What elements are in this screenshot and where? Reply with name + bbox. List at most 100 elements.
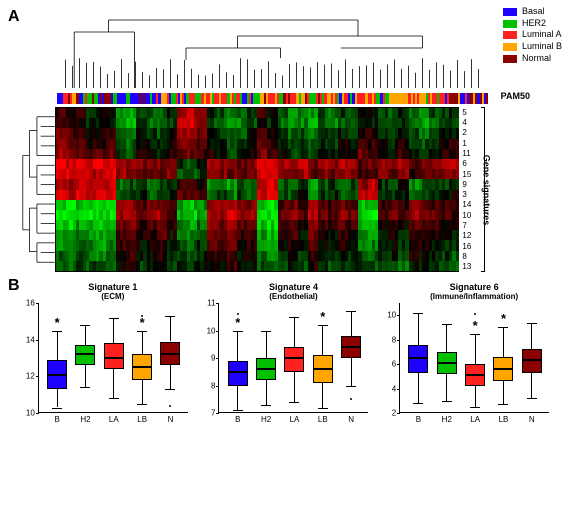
heatmap-row (56, 240, 459, 250)
significance-star: * (140, 315, 145, 330)
pam50-cell (486, 93, 488, 104)
heatmap-row-labels: Gene signatures 54211161593141071216813 (459, 107, 497, 272)
subtype-legend: BasalHER2Luminal ALuminal BNormal (503, 6, 562, 64)
legend-label: Basal (522, 6, 545, 18)
legend-label: Normal (522, 53, 551, 65)
significance-star: * (55, 315, 60, 330)
boxplot: Signature 4(Endothelial) 7891011*BH2LA*LB… (218, 282, 368, 413)
legend-item: Normal (503, 53, 562, 65)
boxplot-title: Signature 1(ECM) (38, 282, 188, 301)
y-tick-label: 4 (392, 384, 396, 393)
x-tick-label: N (529, 415, 535, 424)
pam50-label: PAM50 (501, 91, 530, 101)
boxplot: Signature 6(Immune/Inflammation) 246810BH… (399, 282, 549, 413)
legend-swatch (503, 8, 517, 16)
y-tick-label: 2 (392, 409, 396, 418)
significance-star: * (501, 311, 506, 326)
row-label: 2 (459, 128, 497, 138)
y-tick-label: 9 (211, 354, 215, 363)
column-dendrogram (57, 8, 487, 88)
panel-b-label: B (8, 277, 20, 295)
boxplot: Signature 1(ECM) 10121416*BH2LA*LBN (38, 282, 188, 413)
row-label: 12 (459, 231, 497, 241)
row-label: 16 (459, 241, 497, 251)
x-tick-label: H2 (442, 415, 452, 424)
x-tick-label: B (416, 415, 421, 424)
row-label: 15 (459, 169, 497, 179)
legend-item: Luminal B (503, 41, 562, 53)
x-tick-label: LB (137, 415, 147, 424)
row-label: 14 (459, 200, 497, 210)
heatmap-row (56, 139, 459, 149)
boxplot-title: Signature 4(Endothelial) (218, 282, 368, 301)
heatmap-row (56, 179, 459, 189)
row-dendrogram (20, 107, 55, 272)
heatmap-row (56, 200, 459, 210)
heatmap-row (56, 159, 459, 169)
legend-swatch (503, 31, 517, 39)
row-label: 3 (459, 190, 497, 200)
y-tick-label: 6 (392, 360, 396, 369)
x-tick-label: LA (470, 415, 480, 424)
legend-label: HER2 (522, 18, 546, 30)
legend-item: HER2 (503, 18, 562, 30)
row-label: 6 (459, 159, 497, 169)
row-label: 4 (459, 117, 497, 127)
heatmap-row (56, 220, 459, 230)
y-tick-label: 7 (211, 409, 215, 418)
boxplot-chart: 7891011*BH2LA*LBN (218, 303, 368, 413)
row-label: 10 (459, 210, 497, 220)
pam50-color-bar: PAM50 (57, 93, 487, 104)
heatmap-row (56, 118, 459, 128)
heatmap (55, 107, 460, 272)
y-tick-label: 10 (26, 409, 35, 418)
y-tick-label: 10 (207, 326, 216, 335)
legend-swatch (503, 43, 517, 51)
y-tick-label: 8 (392, 335, 396, 344)
legend-swatch (503, 20, 517, 28)
x-tick-label: H2 (80, 415, 90, 424)
heatmap-row (56, 230, 459, 240)
legend-label: Luminal A (522, 29, 562, 41)
x-tick-label: LB (318, 415, 328, 424)
row-label: 8 (459, 251, 497, 261)
y-tick-label: 8 (211, 381, 215, 390)
box (284, 347, 304, 372)
legend-item: Basal (503, 6, 562, 18)
panel-a-label: A (8, 8, 20, 26)
boxplot-chart: 10121416*BH2LA*LBN (38, 303, 188, 413)
row-label: 7 (459, 220, 497, 230)
panel-a: A BasalHER2Luminal ALuminal BNormal PAM5… (0, 0, 567, 277)
y-tick-label: 14 (26, 335, 35, 344)
x-tick-label: N (348, 415, 354, 424)
gene-signatures-label: Gene signatures (482, 154, 492, 225)
x-tick-label: H2 (261, 415, 271, 424)
x-tick-label: LA (290, 415, 300, 424)
panel-b: B Signature 1(ECM)10121416*BH2LA*LBNSign… (0, 277, 567, 423)
x-tick-label: B (54, 415, 59, 424)
boxplot-chart: 246810BH2*LA*LBN (399, 303, 549, 413)
row-label: 1 (459, 138, 497, 148)
boxplots-container: Signature 1(ECM)10121416*BH2LA*LBNSignat… (30, 282, 557, 413)
heatmap-row (56, 210, 459, 220)
x-tick-label: B (235, 415, 240, 424)
heatmap-wrapper: Gene signatures 54211161593141071216813 (20, 107, 497, 272)
significance-star: * (473, 318, 478, 333)
x-tick-label: LB (499, 415, 509, 424)
boxplot-title: Signature 6(Immune/Inflammation) (399, 282, 549, 301)
y-tick-label: 16 (26, 299, 35, 308)
legend-label: Luminal B (522, 41, 562, 53)
heatmap-row (56, 261, 459, 271)
y-tick-label: 10 (387, 311, 396, 320)
row-label: 13 (459, 262, 497, 272)
heatmap-row (56, 149, 459, 159)
box (228, 361, 248, 386)
significance-star: * (320, 309, 325, 324)
legend-item: Luminal A (503, 29, 562, 41)
x-tick-label: LA (109, 415, 119, 424)
significance-star: * (235, 315, 240, 330)
heatmap-row (56, 251, 459, 261)
heatmap-row (56, 128, 459, 138)
row-label: 5 (459, 107, 497, 117)
y-tick-label: 12 (26, 372, 35, 381)
